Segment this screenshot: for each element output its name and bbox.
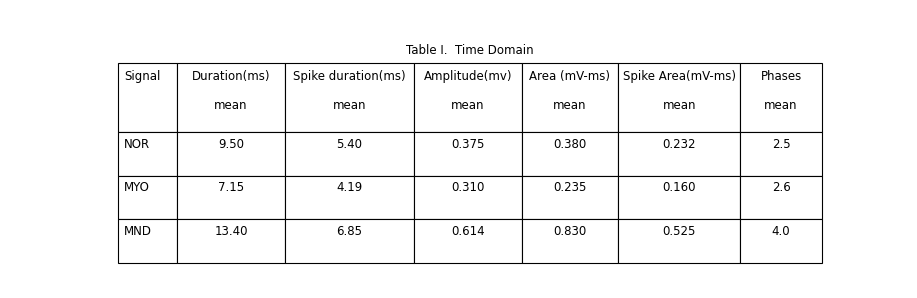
Text: 7.15: 7.15 (218, 181, 244, 195)
Bar (177, 219, 285, 263)
Bar (414, 63, 522, 132)
Bar (285, 176, 414, 219)
Text: 0.830: 0.830 (553, 225, 587, 238)
Bar (618, 132, 740, 176)
Text: mean: mean (764, 100, 798, 112)
Bar (177, 63, 285, 132)
Text: 0.380: 0.380 (553, 138, 587, 151)
Bar (118, 219, 177, 263)
Bar (618, 63, 740, 132)
Text: mean: mean (451, 100, 485, 112)
Bar (522, 132, 618, 176)
Text: 0.160: 0.160 (662, 181, 696, 195)
Bar (740, 132, 822, 176)
Bar (118, 63, 177, 132)
Text: 2.6: 2.6 (771, 181, 790, 195)
Bar (618, 176, 740, 219)
Bar (285, 63, 414, 132)
Text: 0.310: 0.310 (451, 181, 485, 195)
Text: Phases: Phases (760, 70, 801, 83)
Bar (618, 219, 740, 263)
Text: Signal: Signal (124, 70, 160, 83)
Bar (414, 219, 522, 263)
Text: MND: MND (124, 225, 152, 238)
Text: 5.40: 5.40 (337, 138, 362, 151)
Text: 0.235: 0.235 (553, 181, 587, 195)
Text: 13.40: 13.40 (215, 225, 248, 238)
Text: Area (mV-ms): Area (mV-ms) (529, 70, 611, 83)
Text: Table I.  Time Domain: Table I. Time Domain (406, 44, 534, 57)
Text: 0.525: 0.525 (662, 225, 696, 238)
Bar (285, 132, 414, 176)
Bar (522, 63, 618, 132)
Text: mean: mean (553, 100, 587, 112)
Bar (118, 132, 177, 176)
Bar (740, 63, 822, 132)
Text: mean: mean (662, 100, 696, 112)
Text: 0.232: 0.232 (662, 138, 696, 151)
Text: 4.19: 4.19 (337, 181, 363, 195)
Text: Spike duration(ms): Spike duration(ms) (293, 70, 406, 83)
Bar (177, 176, 285, 219)
Text: 4.0: 4.0 (772, 225, 790, 238)
Bar (118, 176, 177, 219)
Text: Amplitude(mv): Amplitude(mv) (424, 70, 513, 83)
Text: 9.50: 9.50 (218, 138, 244, 151)
Bar (285, 219, 414, 263)
Text: NOR: NOR (124, 138, 150, 151)
Bar (177, 132, 285, 176)
Text: 6.85: 6.85 (337, 225, 362, 238)
Bar (522, 176, 618, 219)
Text: Spike Area(mV-ms): Spike Area(mV-ms) (623, 70, 735, 83)
Bar (414, 176, 522, 219)
Text: 2.5: 2.5 (772, 138, 790, 151)
Text: mean: mean (333, 100, 367, 112)
Text: Duration(ms): Duration(ms) (192, 70, 271, 83)
Text: mean: mean (215, 100, 248, 112)
Bar (414, 132, 522, 176)
Bar (740, 176, 822, 219)
Bar (522, 219, 618, 263)
Bar (740, 219, 822, 263)
Text: 0.375: 0.375 (451, 138, 485, 151)
Text: MYO: MYO (124, 181, 149, 195)
Text: 0.614: 0.614 (451, 225, 485, 238)
